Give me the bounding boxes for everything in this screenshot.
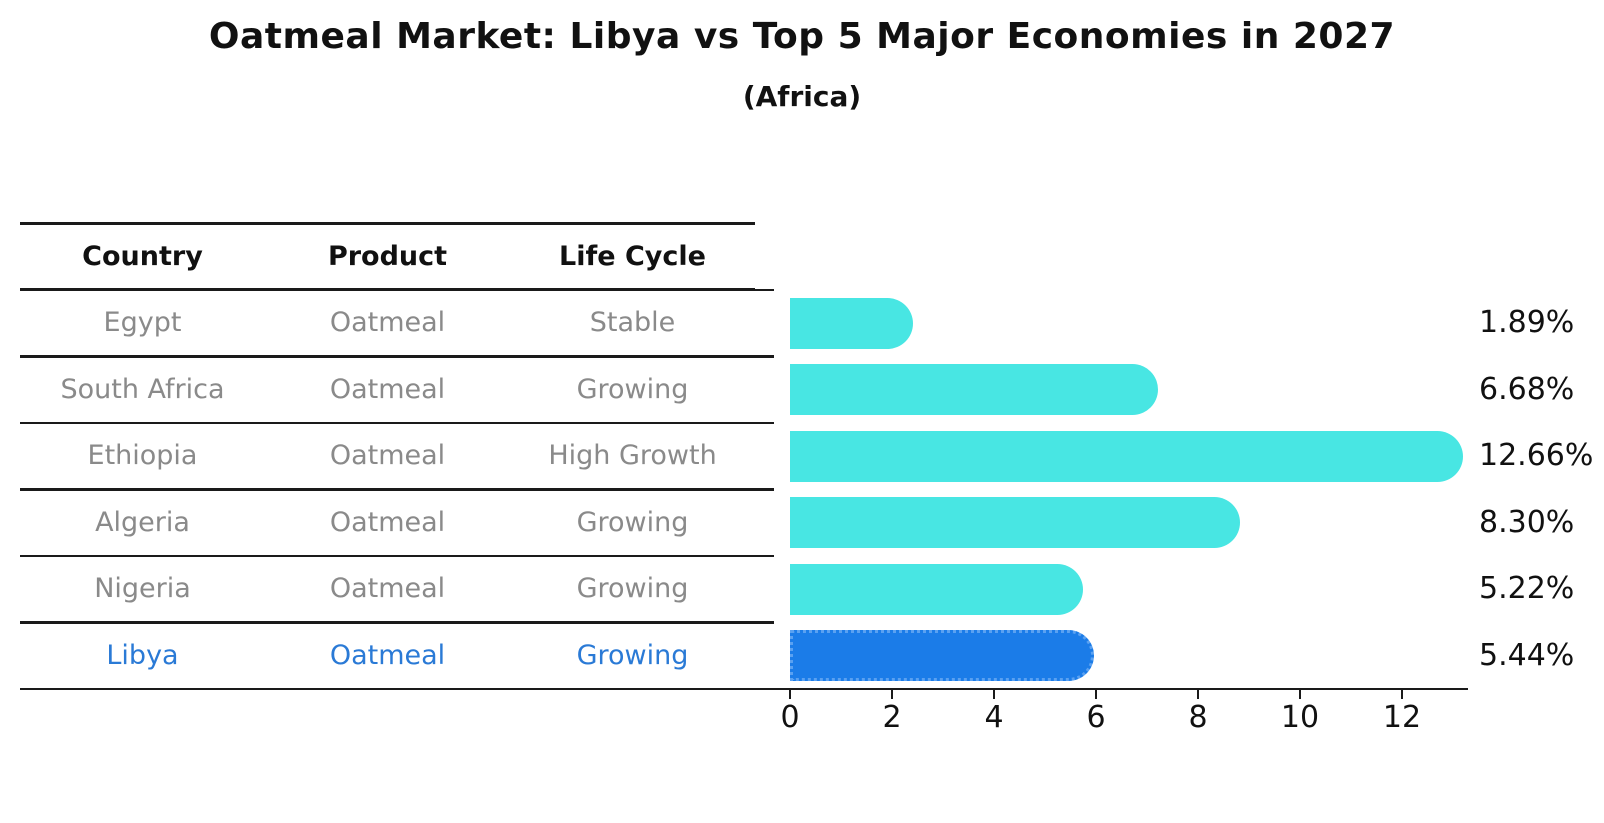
value-label: 6.68% — [1479, 371, 1575, 407]
x-axis-tick-label: 0 — [780, 700, 800, 735]
x-axis-tick — [992, 689, 996, 699]
x-axis-tick — [1196, 689, 1200, 699]
cell-product: Oatmeal — [329, 573, 446, 604]
bar-ethiopia — [790, 430, 1463, 482]
y-axis-tick — [746, 554, 774, 558]
cell-country: Libya — [106, 639, 179, 671]
y-axis-tick — [746, 488, 774, 491]
cell-product: Oatmeal — [329, 506, 446, 538]
value-label: 12.66% — [1479, 438, 1594, 474]
row-separator-line — [20, 421, 755, 424]
row-separator-line — [20, 621, 755, 624]
cell-life-cycle: Growing — [576, 639, 689, 671]
cell-country: Algeria — [95, 506, 190, 538]
bar-nigeria — [790, 563, 1084, 615]
y-axis-tick — [746, 355, 774, 358]
cell-country: Egypt — [103, 307, 182, 338]
table-row: Libya Oatmeal Growing — [20, 623, 755, 690]
x-axis-tick-label: 10 — [1280, 700, 1320, 735]
table-row: Egypt Oatmeal Stable — [20, 290, 755, 357]
value-label: 5.44% — [1479, 637, 1575, 673]
value-label: 8.30% — [1479, 504, 1575, 540]
x-axis-tick — [788, 689, 792, 699]
table-row: Nigeria Oatmeal Growing — [20, 556, 755, 623]
x-axis-tick — [1400, 689, 1404, 699]
cell-product: Oatmeal — [329, 639, 446, 671]
column-header-country: Country — [82, 241, 203, 272]
row-separator-line — [20, 687, 755, 690]
page-subtitle: (Africa) — [742, 80, 862, 113]
value-label: 1.89% — [1479, 305, 1575, 341]
cell-country: Ethiopia — [87, 440, 198, 471]
table-top-line — [20, 222, 755, 225]
value-label: 5.22% — [1479, 571, 1575, 607]
x-axis-tick-label: 8 — [1188, 700, 1208, 735]
row-separator-line — [20, 488, 755, 491]
cell-life-cycle: Growing — [576, 506, 689, 538]
header-separator-line — [20, 288, 755, 291]
y-axis-tick — [746, 421, 774, 425]
cell-product: Oatmeal — [329, 307, 446, 338]
column-header-product: Product — [327, 241, 448, 272]
y-axis-tick — [746, 687, 774, 691]
table-row: Ethiopia Oatmeal High Growth — [20, 423, 755, 490]
x-axis-tick-label: 6 — [1086, 700, 1106, 735]
cell-product: Oatmeal — [329, 440, 446, 471]
cell-product: Oatmeal — [329, 373, 446, 405]
x-axis-tick — [1298, 689, 1302, 699]
cell-country: South Africa — [60, 373, 225, 405]
bar-egypt — [790, 297, 914, 349]
y-axis-tick — [746, 621, 774, 624]
table-row: South Africa Oatmeal Growing — [20, 357, 755, 424]
cell-life-cycle: High Growth — [548, 440, 717, 471]
x-axis-line — [774, 687, 1468, 691]
bar-algeria — [790, 497, 1241, 549]
cell-life-cycle: Stable — [589, 307, 676, 338]
column-header-life-cycle: Life Cycle — [559, 241, 706, 272]
page-title: Oatmeal Market: Libya vs Top 5 Major Eco… — [208, 16, 1396, 57]
x-axis-tick-label: 12 — [1382, 700, 1422, 735]
y-axis-tick — [746, 288, 774, 292]
x-axis-tick-label: 4 — [984, 700, 1004, 735]
x-axis-tick — [890, 689, 894, 699]
bar-libya-highlighted — [790, 630, 1095, 682]
row-separator-line — [20, 355, 755, 358]
cell-life-cycle: Growing — [576, 373, 689, 405]
x-axis-tick-label: 2 — [882, 700, 902, 735]
bar-south-africa — [790, 364, 1158, 416]
table-row: Algeria Oatmeal Growing — [20, 490, 755, 557]
cell-country: Nigeria — [94, 573, 191, 604]
x-axis-tick — [1094, 689, 1098, 699]
cell-life-cycle: Growing — [576, 573, 689, 604]
row-separator-line — [20, 554, 755, 557]
